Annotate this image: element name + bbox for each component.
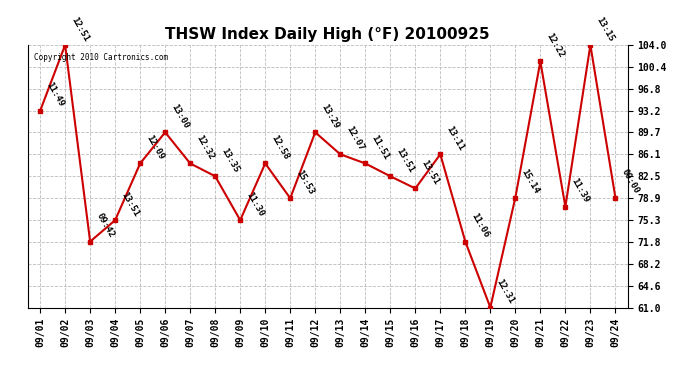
Text: 12:32: 12:32 [195, 134, 215, 161]
Text: 13:00: 13:00 [169, 102, 190, 130]
Text: 13:51: 13:51 [119, 190, 141, 218]
Text: 11:30: 11:30 [244, 190, 266, 218]
Text: 15:53: 15:53 [295, 168, 315, 196]
Text: 13:15: 13:15 [595, 15, 615, 43]
Text: 12:58: 12:58 [269, 134, 290, 161]
Text: 00:00: 00:00 [620, 168, 641, 195]
Text: 15:14: 15:14 [520, 168, 541, 195]
Text: 13:51: 13:51 [395, 146, 415, 174]
Title: THSW Index Daily High (°F) 20100925: THSW Index Daily High (°F) 20100925 [166, 27, 490, 42]
Text: 12:22: 12:22 [544, 32, 566, 59]
Text: 12:09: 12:09 [144, 134, 166, 161]
Text: 13:35: 13:35 [219, 146, 241, 174]
Text: 12:51: 12:51 [69, 15, 90, 43]
Text: 11:39: 11:39 [569, 177, 591, 205]
Text: 09:42: 09:42 [95, 211, 115, 239]
Text: 11:49: 11:49 [44, 81, 66, 109]
Text: Copyright 2010 Cartronics.com: Copyright 2010 Cartronics.com [34, 53, 168, 62]
Text: 12:31: 12:31 [495, 278, 515, 305]
Text: 11:51: 11:51 [369, 134, 391, 161]
Text: 13:51: 13:51 [420, 159, 441, 186]
Text: 12:07: 12:07 [344, 124, 366, 152]
Text: 13:29: 13:29 [319, 102, 341, 130]
Text: 11:06: 11:06 [469, 211, 491, 239]
Text: 13:11: 13:11 [444, 124, 466, 152]
